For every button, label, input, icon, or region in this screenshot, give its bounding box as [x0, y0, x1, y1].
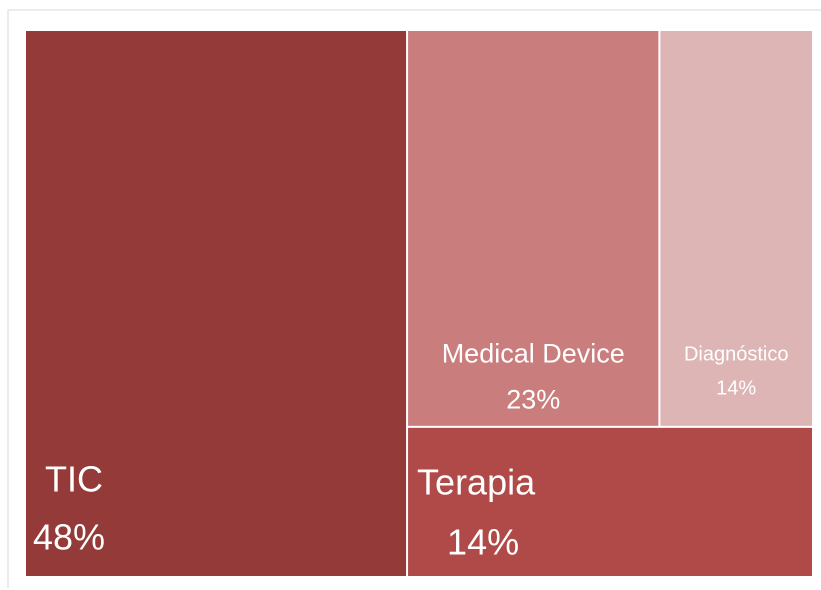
treemap-cell: [26, 31, 407, 576]
cell-label: Terapia: [417, 461, 536, 502]
treemap-cell: [660, 31, 812, 426]
cell-value-label: 48%: [33, 517, 105, 558]
cell-label: Medical Device: [442, 339, 625, 369]
treemap-cell: [408, 31, 659, 426]
cell-value-label: 14%: [447, 521, 519, 562]
frame: [7, 9, 821, 588]
cell-label: TIC: [45, 459, 103, 500]
treemap-cell: [408, 427, 812, 576]
cell-value-label: 14%: [716, 378, 756, 400]
cell-value-label: 23%: [506, 384, 560, 414]
cell-label: Diagnóstico: [684, 344, 789, 366]
